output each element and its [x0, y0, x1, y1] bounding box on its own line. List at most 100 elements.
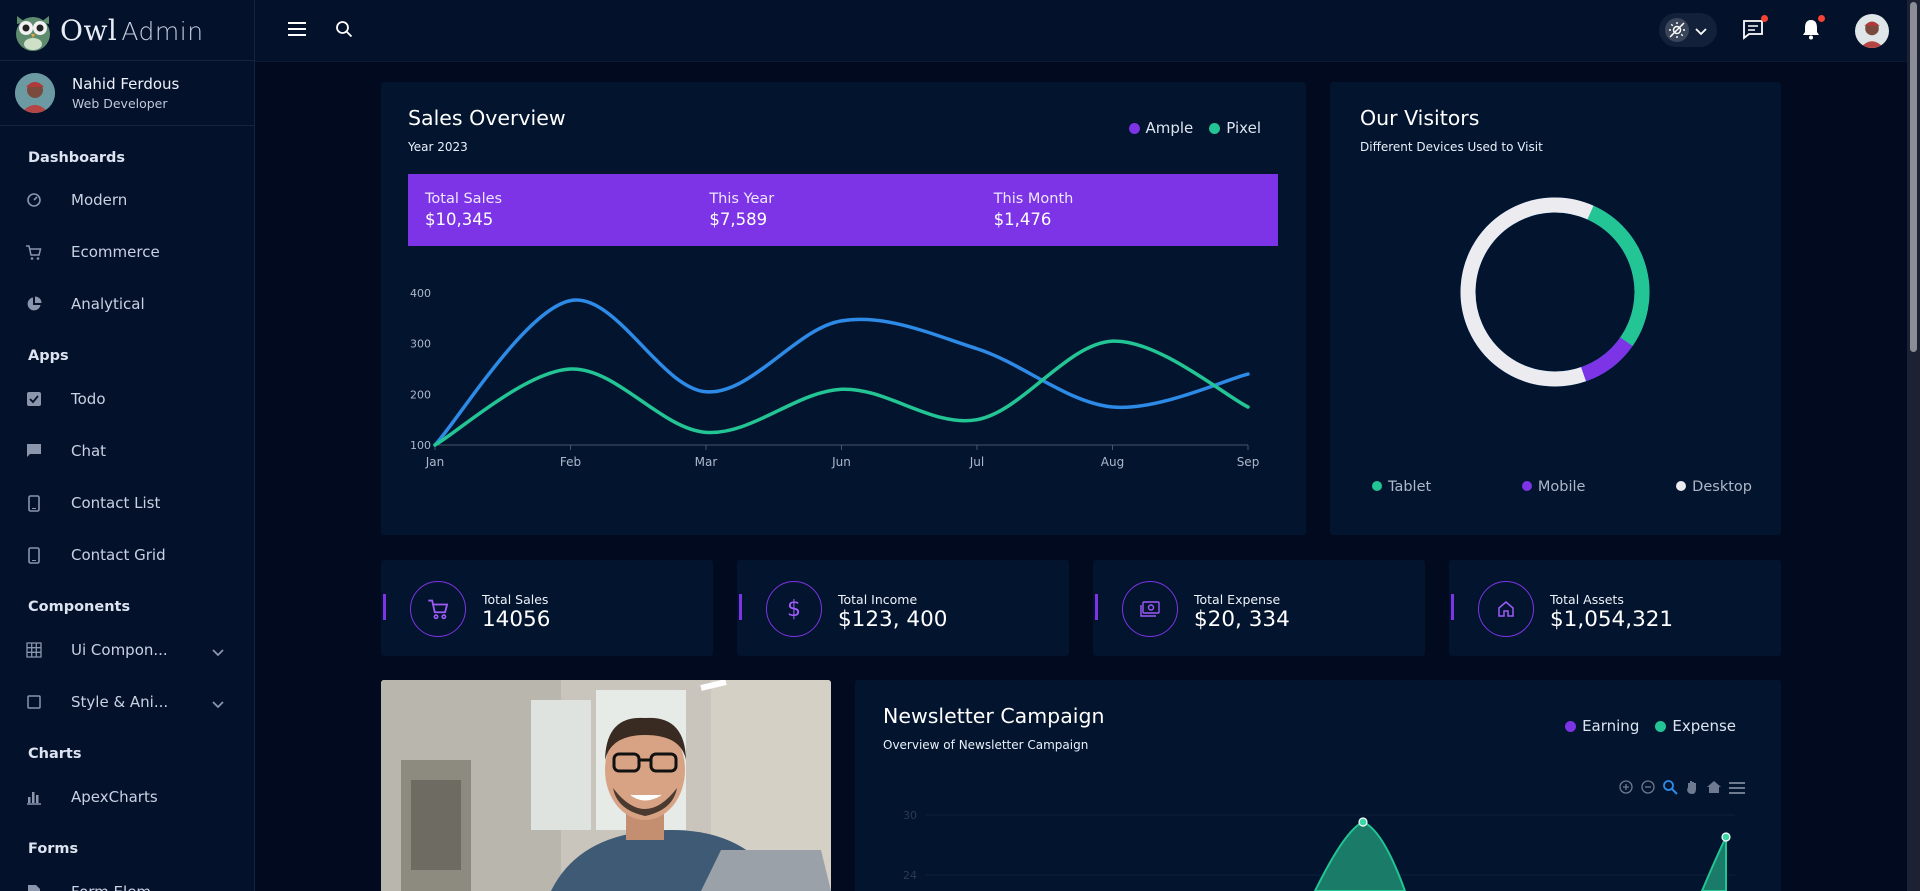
legend-label[interactable]: Ample	[1145, 119, 1194, 137]
area-expense[interactable]	[1313, 820, 1407, 891]
x-tick-label: Jun	[831, 455, 851, 469]
zoom-in-icon[interactable]	[1618, 779, 1634, 799]
x-tick-label: Jan	[425, 455, 445, 469]
summary-item: This Month $1,476	[994, 191, 1278, 246]
profile-photo-card	[381, 680, 831, 891]
donut-slice-tablet[interactable]	[1587, 205, 1650, 347]
zoom-select-icon[interactable]	[1662, 779, 1678, 799]
checkbox-icon	[24, 390, 43, 409]
sidebar-item-contact-grid[interactable]: Contact Grid	[0, 529, 254, 581]
sidebar-item-label: Form Elem...	[71, 883, 165, 891]
pan-hand-icon[interactable]	[1684, 779, 1700, 799]
stat-label: Total Expense	[1194, 592, 1281, 607]
sidebar-item-contact-list[interactable]: Contact List	[0, 477, 254, 529]
stat-card-total-expense: Total Expense $20, 334	[1093, 560, 1425, 656]
y-tick-label: 30	[903, 809, 917, 822]
legend-item-tablet[interactable]: Tablet	[1372, 479, 1431, 495]
scrollbar-thumb[interactable]	[1910, 2, 1917, 352]
sidebar-item-label: Analytical	[71, 295, 145, 313]
messages-icon[interactable]	[1741, 15, 1768, 41]
sidebar-item-todo[interactable]: Todo	[0, 373, 254, 425]
card-title: Sales Overview	[408, 106, 566, 130]
phone-icon	[24, 494, 43, 513]
legend-label[interactable]: Expense	[1672, 717, 1736, 735]
area-expense[interactable]	[1700, 836, 1727, 891]
theme-toggle[interactable]	[1659, 13, 1717, 47]
logo-word: Owl	[60, 13, 118, 47]
data-point[interactable]	[1358, 817, 1368, 827]
sidebar-item-form-elements[interactable]: Form Elem...	[0, 866, 254, 891]
summary-item: This Year $7,589	[709, 191, 993, 246]
search-icon[interactable]	[334, 19, 354, 39]
user-profile[interactable]: Nahid Ferdous Web Developer	[0, 61, 254, 126]
legend-dot	[1128, 122, 1140, 134]
x-tick-label: Feb	[560, 455, 581, 469]
donut-slice-desktop[interactable]	[1460, 197, 1594, 387]
visitors-donut-chart	[1460, 197, 1650, 387]
logo-suffix: Admin	[121, 16, 204, 46]
sidebar-item-apexcharts[interactable]: ApexCharts	[0, 771, 254, 823]
dollar-icon: $	[766, 581, 822, 637]
chevron-down-icon[interactable]	[212, 643, 224, 661]
theme-icon	[1665, 18, 1689, 42]
legend-item-desktop[interactable]: Desktop	[1676, 479, 1752, 495]
sidebar-item-label: Chat	[71, 442, 107, 460]
card-subtitle: Year 2023	[408, 140, 468, 154]
donut-slice-mobile[interactable]	[1580, 337, 1633, 382]
accent-bar	[1451, 594, 1454, 620]
sidebar-item-modern[interactable]: Modern	[0, 174, 254, 226]
sidebar-item-analytical[interactable]: Analytical	[0, 278, 254, 330]
chevron-down-icon[interactable]	[212, 885, 224, 891]
chart-legend: Ample Pixel	[1128, 119, 1261, 137]
bell-icon[interactable]	[1799, 15, 1825, 41]
app-name: Owl Admin	[60, 14, 204, 47]
notification-dot	[1761, 15, 1768, 22]
legend-dot	[1209, 122, 1221, 134]
sidebar-item-chat[interactable]: Chat	[0, 425, 254, 477]
legend-label[interactable]: Earning	[1582, 717, 1640, 735]
cart-icon	[24, 243, 43, 262]
legend-label: Mobile	[1537, 479, 1586, 495]
accent-bar	[1095, 594, 1098, 620]
sales-summary-strip: Total Sales $10,345 This Year $7,589 Thi…	[408, 174, 1278, 246]
stat-card-total-assets: Total Assets $1,054,321	[1449, 560, 1781, 656]
x-tick-label: Mar	[695, 455, 718, 469]
sidebar-item-label: Ecommerce	[71, 243, 160, 261]
series-line-pixel[interactable]	[433, 339, 1250, 447]
donut-legend: Tablet Mobile Desktop	[1372, 479, 1752, 495]
sidebar-item-label: Contact List	[71, 494, 161, 512]
zoom-out-icon[interactable]	[1640, 779, 1656, 799]
x-tick-label: Jul	[969, 455, 984, 469]
logo[interactable]: Owl Admin	[0, 0, 254, 61]
phone-icon	[24, 546, 43, 565]
user-avatar[interactable]	[1855, 14, 1889, 48]
sidebar-item-ecommerce[interactable]: Ecommerce	[0, 226, 254, 278]
hamburger-menu-icon[interactable]	[1728, 780, 1746, 799]
page-scrollbar[interactable]	[1907, 0, 1920, 891]
cart-icon	[410, 581, 466, 637]
card-subtitle: Overview of Newsletter Campaign	[883, 738, 1089, 752]
reset-home-icon[interactable]	[1706, 779, 1722, 799]
chevron-down-icon[interactable]	[212, 695, 224, 713]
owl-logo-icon	[14, 8, 52, 52]
summary-label: Total Sales	[425, 191, 503, 207]
series-line-ample[interactable]	[433, 298, 1250, 447]
legend-item-mobile[interactable]: Mobile	[1521, 479, 1586, 495]
home-icon	[1478, 581, 1534, 637]
dashboard-icon	[24, 191, 43, 210]
grid-icon	[24, 641, 43, 660]
stat-label: Total Sales	[482, 592, 549, 607]
sidebar-item-style-animation[interactable]: Style & Ani...	[0, 676, 254, 728]
summary-label: This Month	[993, 191, 1074, 207]
y-tick-label: 300	[410, 338, 431, 351]
menu-icon[interactable]	[286, 18, 308, 40]
sidebar-item-ui-components[interactable]: Ui Compon...	[0, 624, 254, 676]
chart-legend: Earning Expense	[1565, 717, 1736, 735]
x-tick-label: Sep	[1237, 455, 1260, 469]
data-point[interactable]	[1721, 832, 1731, 842]
legend-label[interactable]: Pixel	[1226, 119, 1261, 137]
chevron-down-icon	[1695, 21, 1707, 40]
stat-value: $123, 400	[838, 607, 948, 632]
sidebar-item-label: Style & Ani...	[71, 693, 169, 711]
nav-section-components: Components	[28, 599, 131, 615]
